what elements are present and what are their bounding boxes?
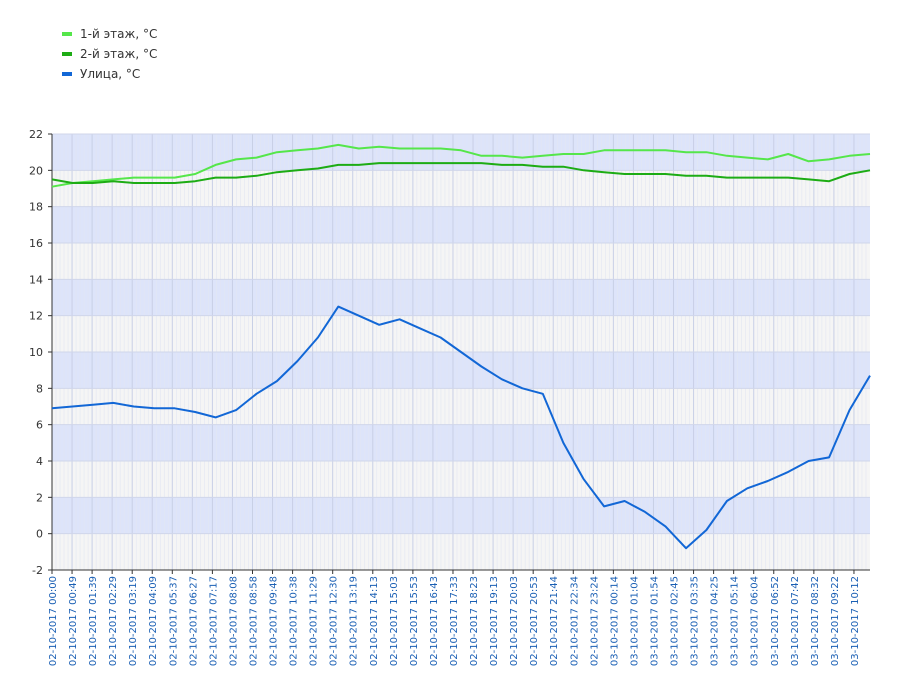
- y-tick-label: 0: [36, 528, 43, 541]
- y-tick-label: 16: [29, 237, 43, 250]
- x-tick-label: 02-10-2017 05:37: [168, 576, 179, 666]
- x-tick-label: 02-10-2017 08:58: [248, 576, 259, 666]
- series-line: [51, 305, 871, 550]
- x-tick-label: 02-10-2017 23:24: [589, 576, 600, 666]
- x-tick-label: 02-10-2017 00:49: [68, 576, 79, 666]
- x-tick-label: 03-10-2017 04:25: [710, 576, 721, 666]
- legend-swatch: [62, 52, 72, 56]
- x-tick-label: 03-10-2017 06:52: [770, 576, 781, 666]
- x-tick-label: 03-10-2017 08:32: [810, 576, 821, 666]
- x-tick-label: 02-10-2017 03:19: [128, 576, 139, 666]
- x-tick-label: 02-10-2017 20:53: [529, 576, 540, 666]
- y-tick-label: 20: [29, 164, 43, 177]
- x-tick-label: 02-10-2017 21:44: [549, 576, 560, 666]
- x-tick-label: 03-10-2017 03:35: [690, 576, 701, 666]
- x-tick-label: 02-10-2017 16:43: [429, 576, 440, 666]
- x-tick-label: 03-10-2017 09:22: [830, 576, 841, 666]
- y-tick-label: 14: [29, 273, 43, 286]
- legend-swatch: [62, 72, 72, 76]
- y-tick-label: 12: [29, 310, 43, 323]
- x-tick-label: 02-10-2017 09:48: [269, 576, 280, 666]
- legend-item: 1-й этаж, °C: [62, 24, 157, 44]
- y-tick-label: 22: [29, 128, 43, 141]
- y-tick-label: 6: [36, 419, 43, 432]
- legend-label: Улица, °C: [80, 67, 141, 81]
- x-tick-label: 02-10-2017 10:38: [289, 576, 300, 666]
- y-tick-label: 8: [36, 382, 43, 395]
- x-tick-label: 02-10-2017 11:29: [309, 576, 320, 666]
- x-tick-label: 02-10-2017 02:29: [108, 576, 119, 666]
- series-line: [51, 143, 871, 188]
- x-tick-label: 03-10-2017 10:12: [850, 576, 861, 666]
- x-tick-label: 03-10-2017 01:54: [649, 576, 660, 666]
- legend-label: 1-й этаж, °C: [80, 27, 158, 41]
- y-tick-label: 18: [29, 201, 43, 214]
- x-tick-label: 02-10-2017 00:00: [48, 576, 59, 666]
- x-tick-label: 02-10-2017 14:13: [369, 576, 380, 666]
- x-tick-label: 02-10-2017 01:39: [88, 576, 99, 666]
- x-tick-label: 02-10-2017 04:09: [148, 576, 159, 666]
- x-tick-label: 02-10-2017 19:13: [489, 576, 500, 666]
- x-tick-label: 02-10-2017 22:34: [569, 576, 580, 666]
- x-tick-label: 02-10-2017 12:30: [329, 576, 340, 666]
- chart-legend: 1-й этаж, °C 2-й этаж, °C Улица, °C: [62, 24, 157, 84]
- y-tick-label: 4: [36, 455, 43, 468]
- x-tick-label: 03-10-2017 06:04: [750, 576, 761, 666]
- x-tick-label: 02-10-2017 17:33: [449, 576, 460, 666]
- legend-item: Улица, °C: [62, 64, 157, 84]
- x-tick-label: 02-10-2017 15:03: [389, 576, 400, 666]
- x-tick-label: 02-10-2017 15:53: [409, 576, 420, 666]
- legend-label: 2-й этаж, °C: [80, 47, 158, 61]
- x-tick-label: 02-10-2017 13:19: [349, 576, 360, 666]
- x-tick-label: 02-10-2017 20:03: [509, 576, 520, 666]
- x-tick-label: 02-10-2017 06:27: [188, 576, 199, 666]
- y-tick-label: 10: [29, 346, 43, 359]
- legend-swatch: [62, 32, 72, 36]
- series-line: [51, 162, 871, 184]
- legend-item: 2-й этаж, °C: [62, 44, 157, 64]
- x-tick-label: 03-10-2017 01:04: [629, 576, 640, 666]
- x-tick-label: 02-10-2017 08:08: [228, 576, 239, 666]
- x-tick-label: 02-10-2017 07:17: [208, 576, 219, 666]
- x-tick-label: 03-10-2017 00:14: [609, 576, 620, 666]
- x-tick-label: 03-10-2017 02:45: [670, 576, 681, 666]
- x-tick-label: 03-10-2017 07:42: [790, 576, 801, 666]
- y-tick-label: 2: [36, 491, 43, 504]
- x-tick-label: 02-10-2017 18:23: [469, 576, 480, 666]
- y-tick-label: -2: [32, 564, 43, 577]
- x-tick-label: 03-10-2017 05:14: [730, 576, 741, 666]
